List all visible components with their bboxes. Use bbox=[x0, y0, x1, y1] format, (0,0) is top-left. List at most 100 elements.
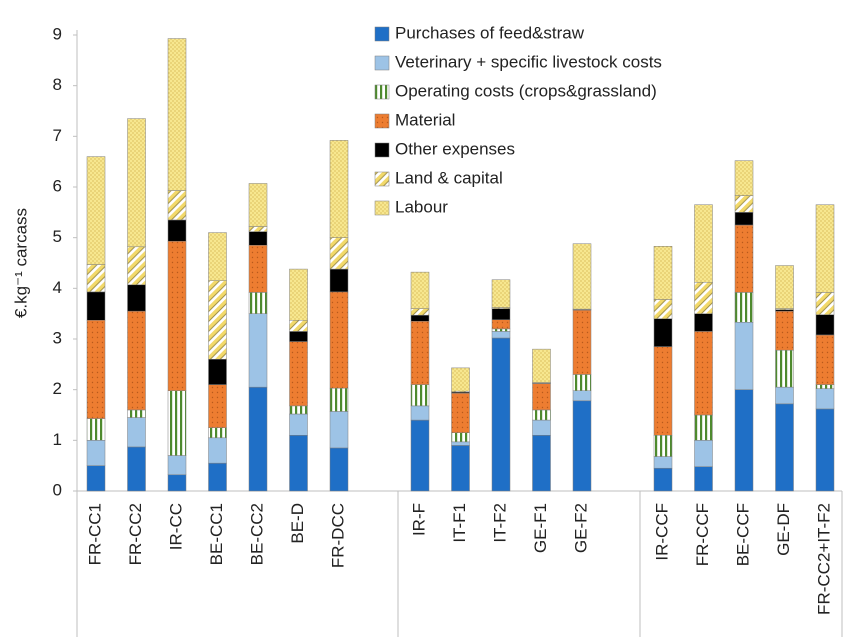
bar-segment bbox=[734, 195, 754, 213]
y-tick-label: 8 bbox=[53, 75, 62, 94]
bar-segment bbox=[694, 414, 713, 441]
bar-segment bbox=[775, 349, 794, 388]
bar-segment bbox=[167, 390, 187, 456]
y-tick-label: 3 bbox=[53, 328, 62, 347]
bar-segment bbox=[815, 334, 835, 385]
bar-segment bbox=[734, 292, 754, 323]
x-tick-label: GE-F1 bbox=[531, 503, 550, 553]
bar-segment bbox=[653, 456, 673, 469]
bar-segment bbox=[329, 447, 349, 492]
bar-segment bbox=[410, 384, 430, 407]
bar-segment bbox=[289, 341, 308, 407]
bar-segment bbox=[815, 388, 835, 410]
legend-label: Land & capital bbox=[395, 168, 503, 187]
bar-segment bbox=[410, 405, 430, 421]
bar-segment bbox=[491, 279, 511, 308]
bar-segment bbox=[248, 183, 268, 227]
bar-segment bbox=[86, 264, 106, 293]
bar-segment bbox=[248, 292, 268, 314]
bar-segment bbox=[86, 156, 106, 265]
x-tick-label: GE-F2 bbox=[571, 503, 590, 553]
bar-segment bbox=[329, 140, 349, 238]
bar-segment bbox=[289, 413, 308, 436]
bar-segment bbox=[491, 308, 511, 320]
bar-segment bbox=[694, 466, 713, 492]
bar-segment bbox=[653, 467, 673, 492]
bar-segment bbox=[451, 432, 470, 443]
bar-segment bbox=[167, 240, 187, 391]
bar-segment bbox=[815, 204, 835, 293]
bar-segment bbox=[127, 118, 146, 248]
bar-segment bbox=[532, 383, 551, 411]
bar-segment bbox=[775, 386, 794, 405]
bar-segment bbox=[86, 418, 106, 441]
x-tick-label: FR-CCF bbox=[693, 503, 712, 566]
bar-segment bbox=[248, 245, 268, 293]
bar-segment bbox=[572, 390, 592, 402]
bar-segment bbox=[734, 160, 754, 196]
bar-segment bbox=[532, 419, 551, 436]
x-tick-label: GE-DF bbox=[774, 503, 793, 556]
bar-segment bbox=[572, 243, 592, 310]
bar-segment bbox=[532, 435, 551, 492]
bar-segment bbox=[329, 387, 349, 412]
bar-segment bbox=[653, 346, 673, 436]
bar-segment bbox=[491, 331, 511, 339]
x-tick-label: FR-CC2 bbox=[126, 503, 145, 565]
bar-segment bbox=[410, 321, 430, 385]
bar-segment bbox=[167, 190, 187, 221]
bar-segment bbox=[167, 474, 187, 492]
bar-segment bbox=[127, 409, 146, 418]
bar-segment bbox=[86, 291, 106, 321]
bar-segment bbox=[572, 374, 592, 391]
bar-segment bbox=[329, 411, 349, 449]
y-tick-label: 9 bbox=[53, 24, 62, 43]
bar-segment bbox=[451, 441, 470, 446]
bar-segment bbox=[86, 320, 106, 419]
legend-label: Labour bbox=[395, 197, 448, 216]
x-tick-label: IT-F1 bbox=[450, 503, 469, 543]
x-tick-label: FR-CC2+IT-F2 bbox=[814, 503, 833, 615]
y-axis-label: €.kg⁻¹ carcass bbox=[11, 208, 30, 318]
x-tick-label: IT-F2 bbox=[490, 503, 509, 543]
bar-segment bbox=[451, 367, 470, 392]
bar-segment bbox=[86, 465, 106, 492]
bar-segment bbox=[815, 292, 835, 315]
bar-segment bbox=[734, 224, 754, 293]
bar-segment bbox=[734, 389, 754, 492]
legend-label: Veterinary + specific livestock costs bbox=[395, 52, 662, 71]
bar-segment bbox=[248, 313, 268, 388]
bar-segment bbox=[653, 246, 673, 300]
legend-label: Operating costs (crops&grassland) bbox=[395, 81, 657, 100]
bar-segment bbox=[167, 219, 187, 242]
bar-segment bbox=[329, 237, 349, 270]
y-tick-label: 5 bbox=[53, 227, 62, 246]
legend-swatch bbox=[374, 84, 390, 100]
y-tick-label: 7 bbox=[53, 126, 62, 145]
bar-segment bbox=[653, 299, 673, 319]
x-tick-label: BE-D bbox=[288, 503, 307, 544]
bar-segment bbox=[775, 403, 794, 492]
legend-swatch bbox=[374, 171, 390, 187]
legend-swatch bbox=[374, 142, 390, 158]
x-tick-label: BE-CC2 bbox=[247, 503, 266, 565]
bar-segment bbox=[208, 232, 227, 281]
bar-segment bbox=[289, 435, 308, 492]
legend-label: Purchases of feed&straw bbox=[395, 23, 585, 42]
bar-segment bbox=[289, 405, 308, 415]
bar-segment bbox=[248, 231, 268, 246]
bar-segment bbox=[127, 284, 146, 312]
bar-segment bbox=[410, 314, 430, 322]
y-tick-label: 2 bbox=[53, 379, 62, 398]
bar-segment bbox=[815, 408, 835, 492]
bar-segment bbox=[572, 400, 592, 492]
x-tick-label: BE-CC1 bbox=[207, 503, 226, 565]
bar-segment bbox=[734, 322, 754, 390]
bar-segment bbox=[127, 417, 146, 448]
bar-segment bbox=[653, 318, 673, 347]
bar-segment bbox=[775, 265, 794, 309]
bar-segment bbox=[410, 271, 430, 309]
x-tick-label: IR-F bbox=[409, 503, 428, 536]
bar-segment bbox=[127, 310, 146, 411]
